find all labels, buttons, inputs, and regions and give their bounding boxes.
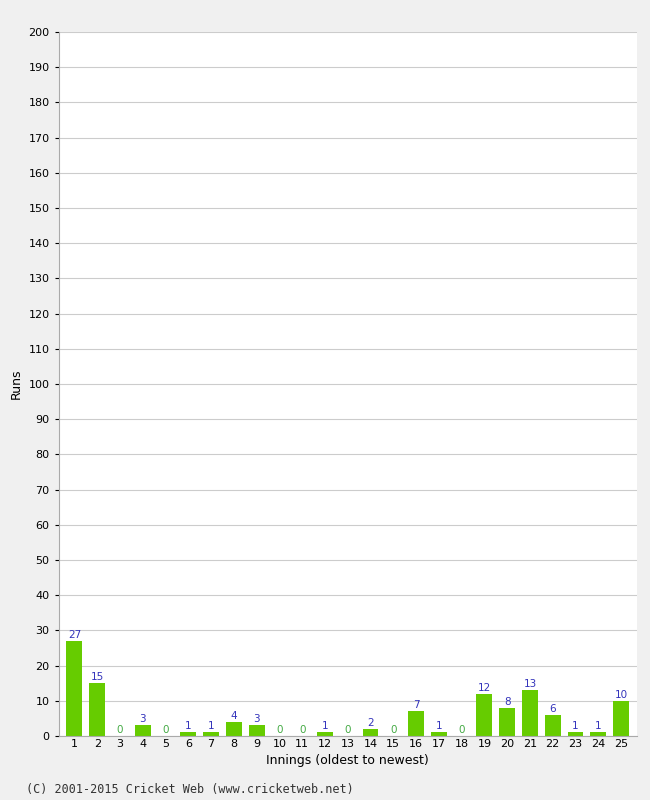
Bar (180, 733, 196, 736)
Text: 12: 12 (478, 682, 491, 693)
Text: 3: 3 (254, 714, 260, 724)
Text: 0: 0 (458, 725, 465, 735)
Text: 2: 2 (367, 718, 374, 728)
Text: 7: 7 (413, 700, 419, 710)
Text: 15: 15 (90, 672, 104, 682)
Bar (89, 683, 105, 736)
Y-axis label: Runs: Runs (10, 369, 23, 399)
Text: 0: 0 (299, 725, 305, 735)
Bar (522, 690, 538, 736)
X-axis label: Innings (oldest to newest): Innings (oldest to newest) (266, 754, 429, 767)
Bar (408, 711, 424, 736)
Text: 1: 1 (436, 722, 442, 731)
Bar (317, 733, 333, 736)
Bar (476, 694, 493, 736)
Bar (203, 733, 219, 736)
Bar (431, 733, 447, 736)
Bar (226, 722, 242, 736)
Bar (66, 641, 83, 736)
Bar (613, 701, 629, 736)
Text: 0: 0 (390, 725, 396, 735)
Text: 4: 4 (231, 711, 237, 721)
Text: 0: 0 (276, 725, 283, 735)
Text: 0: 0 (344, 725, 351, 735)
Bar (499, 708, 515, 736)
Text: 0: 0 (162, 725, 169, 735)
Text: 10: 10 (614, 690, 628, 700)
Text: 27: 27 (68, 630, 81, 640)
Text: 1: 1 (185, 722, 192, 731)
Text: 13: 13 (523, 679, 537, 689)
Text: 3: 3 (140, 714, 146, 724)
Bar (363, 729, 378, 736)
Text: (C) 2001-2015 Cricket Web (www.cricketweb.net): (C) 2001-2015 Cricket Web (www.cricketwe… (26, 783, 354, 796)
Text: 0: 0 (117, 725, 124, 735)
Bar (249, 726, 265, 736)
Text: 1: 1 (322, 722, 328, 731)
Bar (135, 726, 151, 736)
Text: 8: 8 (504, 697, 510, 706)
Text: 1: 1 (572, 722, 578, 731)
Text: 1: 1 (208, 722, 214, 731)
Bar (567, 733, 584, 736)
Text: 1: 1 (595, 722, 602, 731)
Bar (545, 715, 561, 736)
Text: 6: 6 (549, 704, 556, 714)
Bar (590, 733, 606, 736)
